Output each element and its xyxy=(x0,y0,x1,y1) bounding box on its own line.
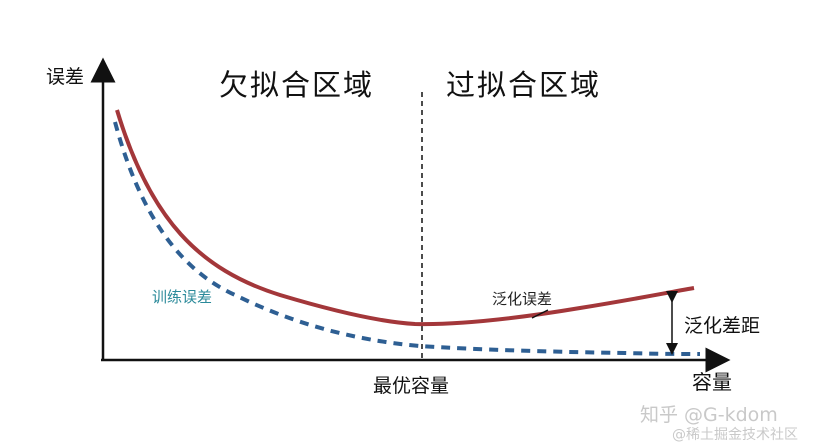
training-error-curve xyxy=(113,121,701,356)
generalization-label-pointer xyxy=(531,309,549,319)
generalization-gap-label: 泛化差距 xyxy=(684,315,761,337)
overfit-region-label: 过拟合区域 xyxy=(446,68,602,102)
generalization-error-curve xyxy=(115,109,695,327)
training-error-label: 训练误差 xyxy=(152,288,213,306)
y-axis-label: 误差 xyxy=(46,66,85,88)
x-axis-label: 容量 xyxy=(692,370,732,394)
generalization-error-label: 泛化误差 xyxy=(492,290,553,308)
underfit-region-label: 欠拟合区域 xyxy=(219,68,375,102)
watermark-zhihu: 知乎 @G-kdom xyxy=(640,404,778,426)
optimal-capacity-label: 最优容量 xyxy=(373,375,450,397)
watermark-juejin: @稀土掘金技术社区 xyxy=(672,427,798,443)
